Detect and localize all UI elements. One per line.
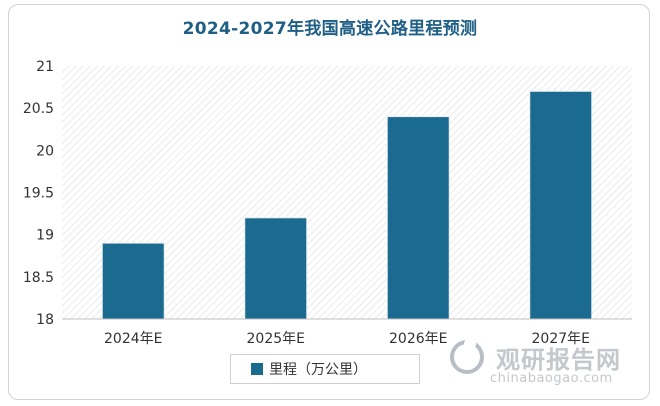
- watermark-logo-icon: [450, 338, 484, 374]
- y-tick-label: 20.5: [23, 101, 54, 117]
- x-tick-label: 2025年E: [247, 331, 305, 347]
- legend-swatch: [251, 363, 263, 375]
- y-tick-label: 18.5: [23, 270, 54, 286]
- bar: [386, 116, 450, 320]
- y-tick-label: 21: [36, 59, 54, 75]
- legend-label: 里程（万公里）: [269, 362, 367, 378]
- watermark-name: 观研报告网: [496, 346, 621, 374]
- watermark-url: chinabaogao.com: [490, 371, 613, 386]
- y-tick-label: 19: [36, 228, 54, 244]
- bar: [529, 90, 593, 320]
- y-tick-label: 20: [36, 143, 54, 159]
- chart-title: 2024-2027年我国高速公路里程预测: [182, 19, 478, 39]
- x-axis: 2024年E 2025年E 2026年E 2027年E: [62, 318, 632, 347]
- x-tick-label: 2027年E: [532, 331, 590, 347]
- watermark: 观研报告网 chinabaogao.com: [450, 338, 650, 394]
- x-tick-label: 2026年E: [389, 331, 447, 347]
- y-axis: 18 18.5 19 19.5 20 20.5 21: [23, 59, 54, 328]
- legend: 里程（万公里）: [230, 354, 420, 384]
- y-tick-label: 18: [36, 312, 54, 328]
- x-tick-label: 2024年E: [104, 331, 162, 347]
- bar: [101, 242, 165, 320]
- y-tick-label: 19.5: [23, 186, 54, 202]
- bar: [244, 217, 308, 320]
